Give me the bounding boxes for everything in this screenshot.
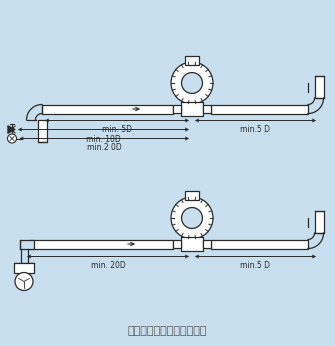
Bar bbox=[181, 237, 203, 251]
Text: min. 20D: min. 20D bbox=[91, 262, 125, 271]
Circle shape bbox=[182, 208, 202, 228]
Text: min.5 D: min.5 D bbox=[241, 126, 270, 135]
Text: min. 10D: min. 10D bbox=[86, 135, 121, 144]
Bar bbox=[185, 191, 199, 200]
Bar bbox=[42, 104, 173, 113]
Bar bbox=[211, 239, 308, 248]
Bar bbox=[38, 120, 47, 142]
Bar bbox=[211, 104, 308, 113]
Bar bbox=[29, 239, 173, 248]
Bar bbox=[19, 239, 34, 248]
Bar bbox=[315, 76, 324, 98]
Text: min. 5D: min. 5D bbox=[102, 126, 132, 135]
Circle shape bbox=[171, 197, 213, 239]
Text: min.5 D: min.5 D bbox=[241, 262, 270, 271]
Bar bbox=[315, 211, 324, 233]
Bar bbox=[185, 56, 199, 65]
Text: 弯管、阀门和泵之间的安装: 弯管、阀门和泵之间的安装 bbox=[128, 326, 207, 336]
Circle shape bbox=[15, 273, 33, 291]
Circle shape bbox=[7, 134, 16, 143]
Bar bbox=[203, 240, 211, 248]
Bar bbox=[14, 263, 34, 273]
Bar bbox=[203, 105, 211, 113]
Polygon shape bbox=[8, 126, 15, 133]
Circle shape bbox=[182, 73, 202, 93]
Circle shape bbox=[171, 62, 213, 104]
Bar bbox=[181, 102, 203, 116]
Bar bbox=[173, 105, 181, 113]
Bar bbox=[173, 240, 181, 248]
Text: min.2 0D: min.2 0D bbox=[87, 144, 122, 153]
